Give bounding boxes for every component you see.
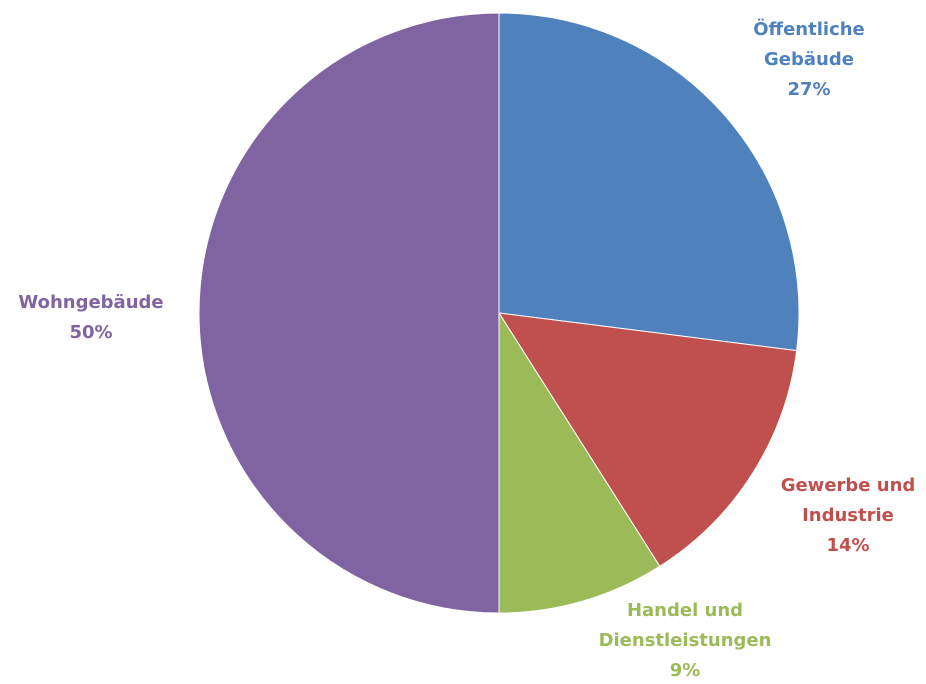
pie-labels: Öffentliche Gebäude 27% Gewerbe und Industri…: [18, 18, 915, 681]
pie-label-line: Dienstleistungen: [599, 630, 772, 651]
pie-label-percent: 9%: [670, 660, 701, 681]
pie-label-2: Gewerbe und Industrie 14%: [781, 475, 916, 556]
pie-label-line: Gebäude: [764, 49, 854, 70]
pie-label-3: Handel und Dienstleistungen 9%: [599, 600, 772, 681]
pie-label-percent: 50%: [69, 322, 112, 343]
pie-label-line: Gewerbe und: [781, 475, 916, 496]
pie-slice-1: [498, 12, 800, 352]
pie-label-line: Handel und: [627, 600, 743, 621]
pie-slice-4: [198, 12, 500, 614]
pie-label-4: Wohngebäude 50%: [18, 292, 163, 343]
pie-slice-2: [498, 312, 798, 567]
pie-label-line: Öffentliche: [753, 18, 865, 40]
pie-label-line: Industrie: [802, 505, 894, 526]
pie-slice-3: [498, 311, 661, 614]
pie-slices: [198, 12, 800, 614]
pie-label-percent: 27%: [787, 79, 830, 100]
pie-label-1: Öffentliche Gebäude 27%: [753, 18, 865, 100]
pie-label-line: Wohngebäude: [18, 292, 163, 313]
pie-label-percent: 14%: [826, 535, 869, 556]
